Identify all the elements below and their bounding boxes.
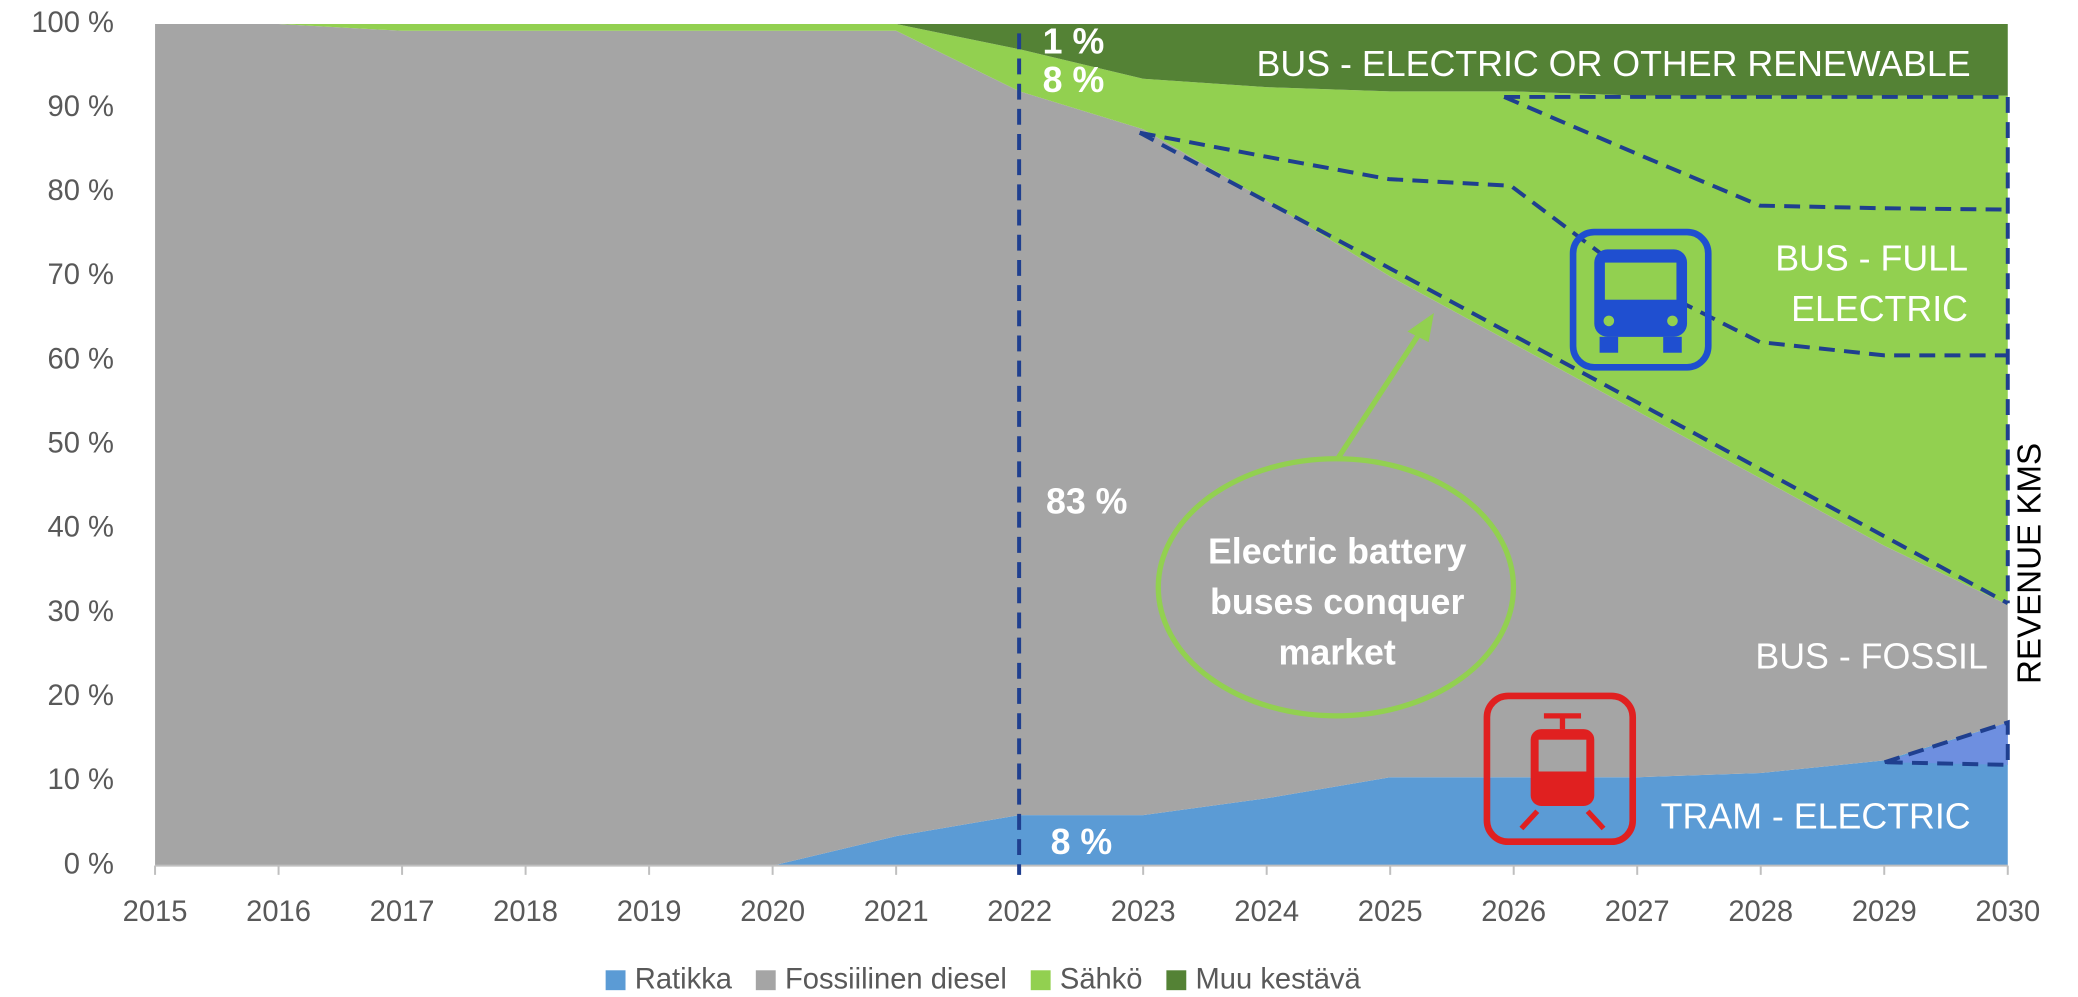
x-tick-label: 2025 <box>1358 896 1423 928</box>
legend-label: Sähkö <box>1060 964 1143 996</box>
x-tick-label: 2018 <box>493 896 558 928</box>
x-tick-label: 2017 <box>370 896 435 928</box>
y-tick-label: 40 % <box>48 512 114 544</box>
y-tick-label: 0 % <box>64 848 114 880</box>
annotation: 83 % <box>1046 481 1128 521</box>
area <box>155 24 2008 605</box>
x-tick-label: 2026 <box>1481 896 1546 928</box>
y-tick-label: 70 % <box>48 259 114 291</box>
x-tick-label: 2029 <box>1852 896 1917 928</box>
annotation: Electric battery <box>1208 532 1467 572</box>
y-tick-label: 60 % <box>48 343 114 375</box>
y-tick-label: 30 % <box>48 596 114 628</box>
callout-arrowhead <box>1407 312 1434 343</box>
annotation: BUS - FULL <box>1775 239 1968 279</box>
annotation: 8 % <box>1051 822 1113 862</box>
y-tick-label: 20 % <box>48 680 114 712</box>
dashed-boundary <box>1504 94 2010 604</box>
legend-label: Ratikka <box>635 964 733 996</box>
legend-swatch <box>755 970 776 991</box>
callout-ellipse <box>1155 456 1517 719</box>
annotation: buses conquer <box>1210 582 1464 622</box>
annotation: BUS - ELECTRIC OR OTHER RENEWABLE <box>1257 44 1971 84</box>
legend-swatch <box>1166 970 1187 991</box>
area <box>155 722 2008 866</box>
legend-label: Fossiilinen diesel <box>785 964 1007 996</box>
legend-label: Muu kestävä <box>1196 964 1362 996</box>
y-tick-label: 50 % <box>48 428 114 460</box>
x-tick-label: 2022 <box>987 896 1052 928</box>
annotation: BUS - FOSSIL <box>1755 636 1988 676</box>
x-tick-label: 2024 <box>1234 896 1299 928</box>
tram-icon <box>1483 692 1637 846</box>
y-tick-label: 10 % <box>48 764 114 796</box>
overlay <box>1017 33 2010 875</box>
y-tick-label: 80 % <box>48 175 114 207</box>
x-tick-label: 2020 <box>740 896 805 928</box>
x-tick-label: 2030 <box>1975 896 2040 928</box>
y-tick-label: 90 % <box>48 91 114 123</box>
dashed-boundary <box>1883 719 2010 767</box>
x-tick-label: 2028 <box>1728 896 1793 928</box>
y-tick-label: 100 % <box>31 7 114 39</box>
x-tick-label: 2027 <box>1605 896 1670 928</box>
area <box>155 24 2008 866</box>
bus-icon <box>1569 228 1712 371</box>
legend-swatch <box>1030 970 1051 991</box>
labels: 0 % 10 % 20 % 30 % 40 % 50 % 60 % 70 % 80 % 90 % 1… <box>31 7 2048 996</box>
x-tick-label: 2015 <box>123 896 188 928</box>
annotation: 1 % <box>1043 21 1105 61</box>
x-tick-label: 2021 <box>864 896 929 928</box>
x-tick-label: 2019 <box>617 896 682 928</box>
x-tick-label: 2016 <box>246 896 311 928</box>
legend-swatch <box>605 970 626 991</box>
callout-arrow <box>1336 330 1423 459</box>
annotation: TRAM - ELECTRIC <box>1661 797 1971 837</box>
plot-area <box>154 24 2009 875</box>
annotation: market <box>1279 632 1396 672</box>
area <box>155 24 2008 96</box>
dashed-boundary <box>1503 95 2008 212</box>
x-tick-label: 2023 <box>1111 896 1176 928</box>
annotation: REVENUE KMS <box>2011 443 2048 684</box>
annotation: ELECTRIC <box>1791 289 1968 329</box>
annotation: 8 % <box>1043 60 1105 100</box>
dashed-boundary <box>1138 130 2009 605</box>
